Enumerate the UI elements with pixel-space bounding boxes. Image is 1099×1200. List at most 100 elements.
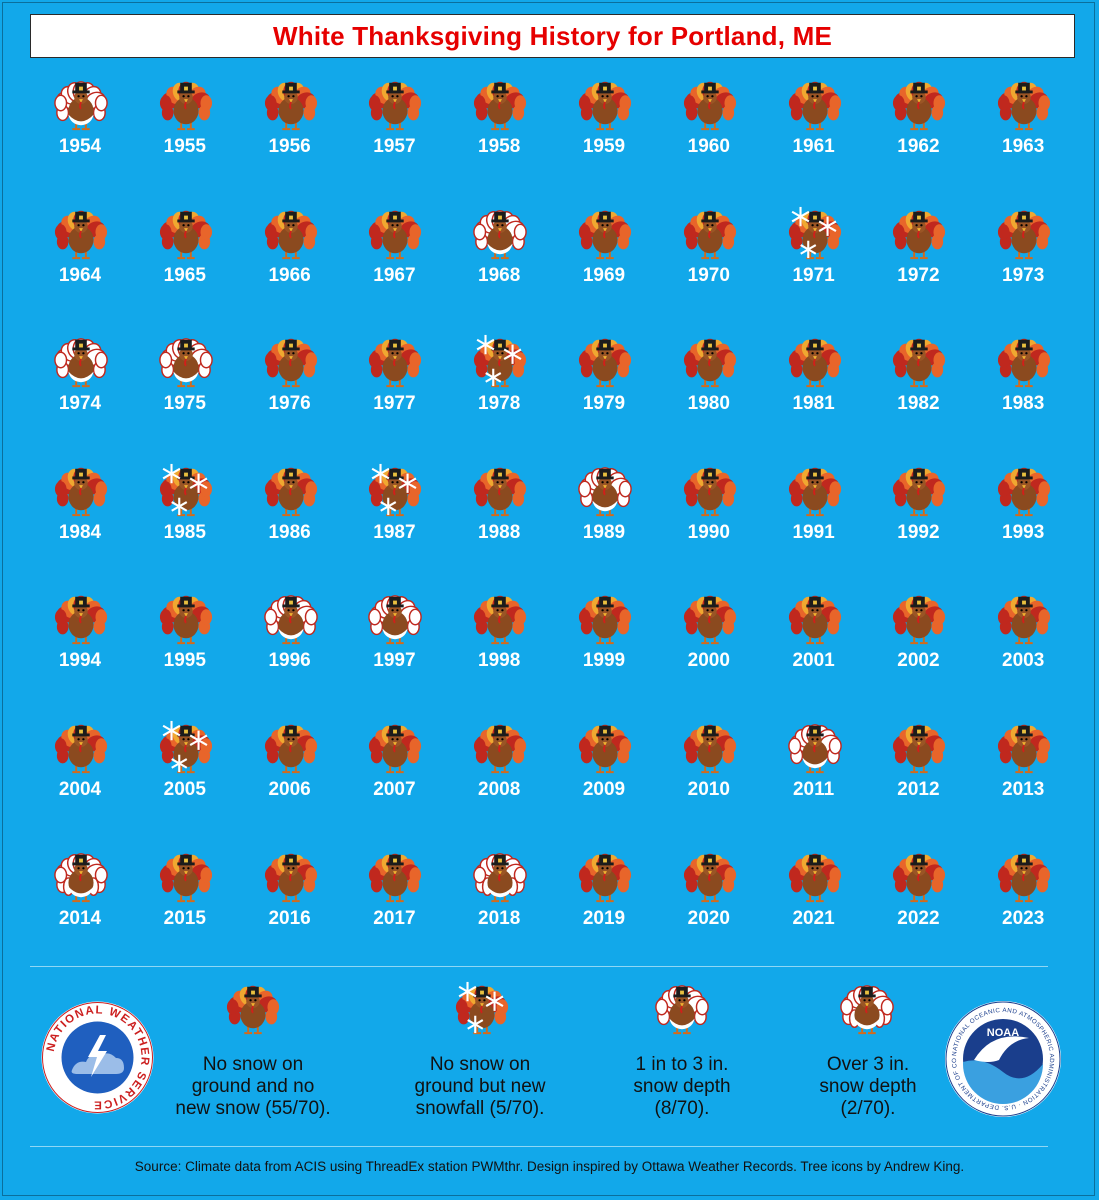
turkey-icon-none [264,338,317,388]
year-label: 2008 [478,779,521,800]
turkey-icon-none [54,596,108,645]
year-label: 1995 [163,650,206,672]
turkey-icon-none [788,338,841,388]
chart-title: White Thanksgiving History for Portland,… [273,20,832,51]
year-label: 2019 [582,907,626,929]
legend-turkey-icon-over3 [840,985,894,1035]
year-cell: 1977 [344,333,444,453]
turkey-icon-none [578,81,632,131]
divider-top [30,966,1048,967]
turkey-icon-none [369,853,422,902]
turkey-icon-none [788,596,841,645]
year-label: 2003 [1002,650,1045,672]
turkey-icon-newsnow [159,720,212,774]
year-label: 2020 [687,907,730,929]
year-label: 2005 [163,779,206,800]
source-note: Source: Climate data from ACIS using Thr… [134,1159,965,1174]
turkey-icon-depth1to3 [787,724,842,774]
year-cell: 1983 [973,333,1073,453]
year-label: 1968 [478,264,521,286]
year-cell: 1979 [554,333,654,453]
turkey-icon-none [578,724,632,774]
turkey-icon-none [474,724,527,774]
turkey-icon-none [788,853,841,902]
turkey-icon-none [159,81,212,131]
year-cell: 2009 [554,719,654,839]
legend-turkey-icon-newsnow [455,981,509,1035]
turkey-icon-none [474,81,527,131]
year-label: 1977 [373,393,416,415]
year-label: 1996 [268,650,311,672]
turkey-icon-none [683,724,736,774]
year-cell: 1975 [135,333,235,453]
turkey-icon-depth1to3 [263,595,318,645]
year-label: 1954 [58,136,102,157]
year-label: 1960 [687,136,730,157]
year-cell: 1974 [30,333,130,453]
turkey-icon-none [369,338,422,388]
year-cell: 2002 [868,590,968,710]
legend-label: 1 in to 3 in. snow depth (8/70). [633,1054,731,1119]
year-label: 1982 [897,393,940,415]
turkey-icon-depth1to3 [159,338,213,388]
year-cell: 1986 [240,462,340,582]
year-cell: 1980 [659,333,759,453]
year-label: 1981 [792,393,835,415]
year-cell: 2005 [135,719,235,839]
nws-logo: NATIONAL WEATHER SERVICE [41,1001,154,1114]
year-label: 2022 [897,907,940,929]
year-cell: 1984 [30,462,130,582]
legend-item-none: No snow on ground and no new snow (55/70… [143,976,363,1126]
year-cell: 1965 [135,205,235,325]
turkey-icon-none [159,596,212,645]
turkey-icon-none [683,467,736,516]
year-cell: 1996 [240,590,340,710]
turkey-icon-none [893,596,946,645]
year-cell: 1955 [135,76,235,196]
year-label: 2007 [373,779,416,800]
year-cell: 1972 [868,205,968,325]
year-cell: 1976 [240,333,340,453]
year-cell: 2008 [449,719,549,839]
year-cell: 1958 [449,76,549,196]
turkey-icon-newsnow [474,335,527,388]
year-label: 2018 [478,907,521,929]
year-cell: 2004 [30,719,130,839]
turkey-icon-none [683,81,736,131]
turkey-icon-none [893,467,946,516]
year-label: 1956 [268,136,311,157]
turkey-icon-none [264,853,317,902]
year-label: 2009 [582,779,626,800]
year-cell: 1998 [449,590,549,710]
year-cell: 1957 [344,76,444,196]
turkey-icon-none [683,853,736,902]
year-label: 1970 [687,264,730,286]
year-cell: 1992 [868,462,968,582]
turkey-icon-none [998,338,1051,388]
turkey-icon-none [474,596,527,645]
year-label: 2010 [687,779,730,800]
year-cell: 2007 [344,719,444,839]
year-cell: 2017 [344,848,444,968]
year-cell: 1954 [30,76,130,196]
turkey-icon-none [578,853,632,902]
year-cell: 1985 [135,462,235,582]
legend-label: Over 3 in. snow depth (2/70). [819,1054,917,1119]
year-label: 2013 [1002,779,1045,800]
turkey-icon-none [369,81,422,131]
year-label: 2015 [163,907,206,929]
year-cell: 1964 [30,205,130,325]
year-label: 1971 [792,264,835,286]
year-label: 2002 [897,650,940,672]
year-cell: 2010 [659,719,759,839]
turkey-icon-none [788,81,841,131]
turkey-icon-none [474,467,527,516]
turkey-icon-none [788,467,841,516]
year-cell: 2001 [764,590,864,710]
year-label: 1975 [163,393,206,415]
year-cell: 2015 [135,848,235,968]
year-label: 1958 [478,136,521,157]
legend-label: No snow on ground and no new snow (55/70… [175,1054,331,1119]
year-label: 1974 [58,393,102,415]
turkey-icon-none [893,210,946,259]
